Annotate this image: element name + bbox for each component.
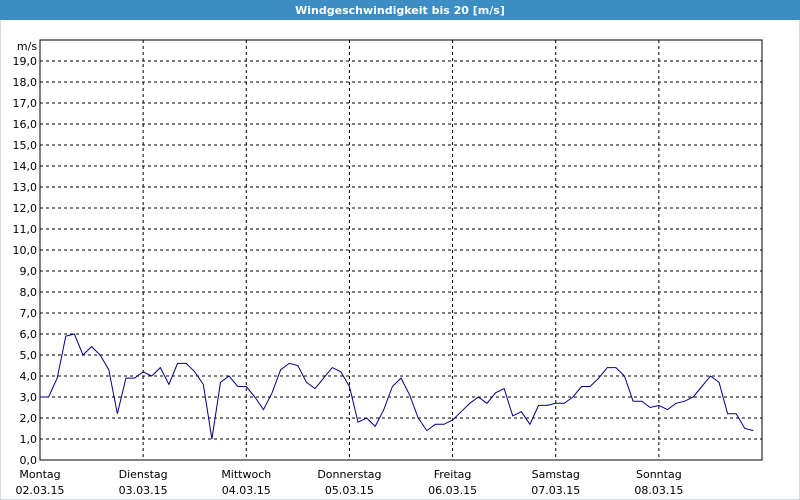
y-tick-label: 3,0 — [20, 391, 38, 404]
x-tick-date: 06.03.15 — [428, 484, 477, 497]
y-tick-label: 17,0 — [13, 97, 38, 110]
x-tick-label: Sonntag — [636, 468, 682, 481]
x-tick-label: Donnerstag — [317, 468, 381, 481]
x-tick-date: 04.03.15 — [222, 484, 271, 497]
y-tick-label: 9,0 — [20, 265, 38, 278]
x-tick-label: Samstag — [532, 468, 580, 481]
x-tick-date: 05.03.15 — [325, 484, 374, 497]
y-tick-label: 7,0 — [20, 307, 38, 320]
y-unit: m/s — [17, 40, 37, 53]
x-tick-date: 07.03.15 — [531, 484, 580, 497]
y-tick-label: 1,0 — [20, 433, 38, 446]
x-tick-label: Dienstag — [119, 468, 168, 481]
x-tick-label: Mittwoch — [221, 468, 271, 481]
y-tick-label: 14,0 — [13, 160, 38, 173]
y-tick-label: 12,0 — [13, 202, 38, 215]
y-tick-label: 13,0 — [13, 181, 38, 194]
y-tick-label: 8,0 — [20, 286, 38, 299]
y-tick-label: 16,0 — [13, 118, 38, 131]
y-tick-label: 11,0 — [13, 223, 38, 236]
y-tick-label: 6,0 — [20, 328, 38, 341]
y-tick-label: 15,0 — [13, 139, 38, 152]
y-tick-label: 0,0 — [20, 454, 38, 467]
y-tick-label: 10,0 — [13, 244, 38, 257]
x-tick-date: 08.03.15 — [634, 484, 683, 497]
y-tick-label: 19,0 — [13, 55, 38, 68]
title-bar — [0, 0, 800, 20]
line-series — [40, 333, 754, 440]
y-tick-label: 2,0 — [20, 412, 38, 425]
chart-title: Windgeschwindigkeit bis 20 [m/s] — [295, 4, 505, 17]
x-tick-label: Montag — [19, 468, 60, 481]
x-tick-label: Freitag — [434, 468, 472, 481]
y-tick-label: 18,0 — [13, 76, 38, 89]
x-tick-date: 02.03.15 — [16, 484, 65, 497]
y-tick-label: 4,0 — [20, 370, 38, 383]
y-tick-label: 5,0 — [20, 349, 38, 362]
x-tick-date: 03.03.15 — [119, 484, 168, 497]
